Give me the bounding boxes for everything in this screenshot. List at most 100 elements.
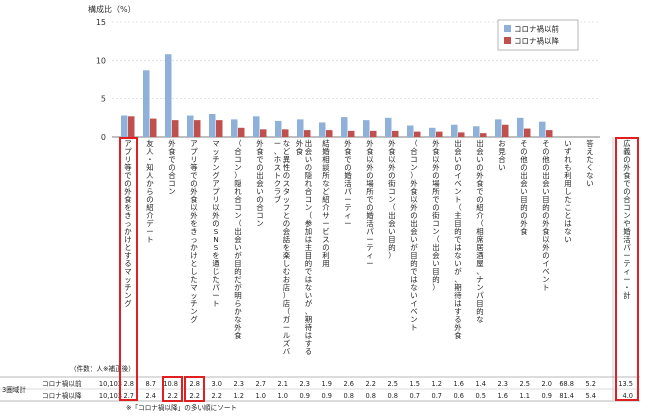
category-label-21: 答えたくない	[586, 139, 594, 188]
bar-before-7	[275, 120, 282, 137]
category-label-5: （合コン）隠れ合コン（出会いが目的だが明らかな外食	[234, 139, 242, 340]
category-label-19: その他の出会い目的の外食以外のイベント	[542, 139, 550, 292]
table-cell: 0.7	[432, 392, 443, 400]
table-cell: 1.9	[322, 380, 333, 388]
bars	[121, 54, 553, 138]
bar-after-4	[216, 120, 223, 137]
table-cell: 2.2	[366, 380, 377, 388]
table-cell: 2.8	[190, 380, 201, 388]
legend-swatch-before	[504, 25, 511, 32]
highlight-box	[119, 137, 138, 401]
bar-after-10	[348, 130, 355, 137]
bar-after-7	[282, 129, 289, 137]
category-label-1: 友人・知人からの紹介デート	[146, 139, 154, 244]
table-cell: 5.2	[586, 380, 597, 388]
bar-after-18	[524, 128, 531, 137]
bar-before-18	[517, 117, 524, 137]
bar-before-19	[539, 121, 546, 137]
row-count: 10,103	[99, 380, 122, 388]
bar-after-14	[436, 131, 443, 137]
table-cell: 1.5	[410, 380, 421, 388]
bar-after-2	[172, 120, 179, 137]
y-axis: 0 5 10 15	[96, 18, 106, 142]
table-cell: 5.4	[586, 392, 597, 400]
category-label-3: アプリ等での外食以外をきっかけとしたマッチング	[190, 139, 198, 324]
table-cell: 2.5	[520, 380, 531, 388]
category-label-8: 出会いの隠れ合コン（参加は主目的ではないが、期待はする外食	[296, 139, 313, 356]
category-label-12: 外食以外の街コン（出会い目的）	[388, 139, 396, 260]
bar-before-15	[451, 124, 458, 137]
bar-before-4	[209, 114, 216, 137]
bar-after-8	[304, 130, 311, 137]
bar-after-16	[480, 133, 487, 137]
table-cell: 2.2	[168, 392, 179, 400]
table-cell: 2.2	[212, 392, 223, 400]
category-label-18: その他の出会い目的の外食	[520, 139, 528, 236]
table-cell: 8.7	[146, 380, 157, 388]
highlight-box	[162, 376, 183, 402]
category-label-16: 出会いの外食での紹介（相席居酒屋、ナンパ目的な	[476, 139, 484, 324]
table-cell: 1.0	[278, 392, 289, 400]
category-label-11: 外食以外の場所での婚活パーティー	[366, 139, 374, 268]
table-cell: 0.9	[300, 392, 311, 400]
legend-label-before: コロナ禍以前	[514, 24, 559, 34]
bar-before-11	[363, 120, 370, 137]
table-cell: 1.6	[498, 392, 509, 400]
category-label-6: 外食での出会いの合コン	[256, 139, 264, 228]
bar-after-19	[546, 130, 553, 137]
bar-after-1	[150, 118, 157, 137]
count-header: （件数：人※補正後）	[70, 364, 135, 373]
legend-swatch-after	[504, 37, 511, 44]
y-axis-title: 構成比（%）	[88, 4, 136, 14]
category-label-2: 外食での合コン	[168, 139, 176, 196]
bar-before-10	[341, 117, 348, 137]
bar-after-15	[458, 132, 465, 137]
category-label-22: 広義の外食での合コンや婚活パーティー・計	[623, 139, 631, 300]
bar-after-0	[128, 116, 135, 137]
bar-before-1	[143, 70, 150, 137]
bar-before-8	[297, 119, 304, 137]
category-label-10: 外食での婚活パーティー	[344, 139, 352, 228]
y-tick-label: 10	[96, 56, 106, 65]
bar-before-12	[385, 117, 392, 137]
table-cell: 1.4	[476, 380, 487, 388]
table-cell: 10.8	[163, 380, 178, 388]
category-label-4: マッチングアプリ以外の S N S を通じたパート	[212, 139, 220, 308]
bar-before-3	[187, 115, 194, 137]
y-tick-label: 0	[101, 133, 106, 142]
table-cell: 1.0	[256, 392, 267, 400]
bar-after-3	[194, 120, 201, 137]
row-count: 10,103	[99, 392, 122, 400]
category-label-20: いずれも利用したことはない	[564, 139, 572, 244]
table-cell: 0.5	[476, 392, 487, 400]
table-cell: 2.7	[256, 380, 267, 388]
bar-after-13	[414, 131, 421, 137]
table-cell: 0.8	[366, 392, 377, 400]
category-label-9: 結婚相談所など紹介サービスの利用	[322, 139, 330, 268]
bar-after-11	[370, 130, 377, 137]
table-cell: 2.0	[542, 380, 553, 388]
category-label-14: 外食以外の場所での街コン（出会い目的）	[432, 139, 440, 292]
highlight-box	[615, 137, 639, 401]
table-cell: 4.0	[623, 392, 634, 400]
table-cell: 0.9	[542, 392, 553, 400]
bar-before-6	[253, 116, 260, 137]
table-cell: 1.6	[454, 380, 465, 388]
bar-after-12	[392, 130, 399, 137]
table-cell: 2.6	[344, 380, 355, 388]
legend: コロナ禍以前 コロナ禍以降	[497, 19, 579, 51]
row-group-label: 3圏域計	[2, 385, 26, 394]
bar-after-6	[260, 129, 267, 137]
bar-before-9	[319, 122, 326, 137]
table-cell: 0.6	[454, 392, 465, 400]
bar-after-9	[326, 130, 333, 137]
table-cell: 68.8	[559, 380, 574, 388]
footnote: ※「コロナ禍以降」の多い順にソート	[126, 403, 237, 412]
legend-label-after: コロナ禍以降	[514, 36, 559, 46]
highlight-boxes	[119, 137, 639, 402]
bar-before-13	[407, 125, 414, 137]
table-cell: 2.3	[300, 380, 311, 388]
bar-before-2	[165, 54, 172, 138]
